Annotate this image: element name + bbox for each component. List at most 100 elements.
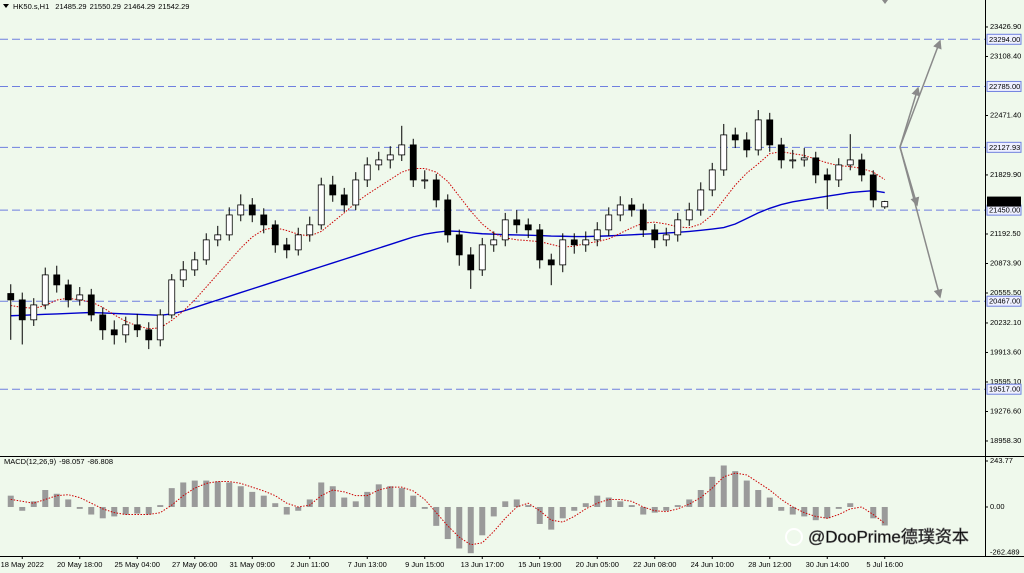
macd-bar	[306, 499, 313, 507]
macd-bar	[168, 488, 175, 507]
ohlc-high: 21550.29	[90, 2, 121, 11]
projection-arrows	[899, 39, 943, 299]
macd-bar	[180, 482, 187, 507]
macd-bar	[88, 506, 95, 515]
x-tick-label: 20 May 18:00	[57, 560, 102, 569]
macd-bar	[410, 495, 417, 507]
macd-bar	[53, 493, 60, 507]
level-label: 21450.00	[989, 206, 1020, 215]
candle-body	[340, 194, 348, 206]
projection-arrow	[899, 86, 921, 148]
candle-body	[869, 174, 877, 201]
macd-bar	[835, 506, 842, 509]
candle-body	[570, 239, 578, 246]
candle-body	[628, 204, 636, 211]
y-tick-label: 23108.40	[990, 51, 1021, 60]
macd-bar	[352, 501, 359, 507]
macd-bar	[99, 506, 106, 519]
candle-body	[421, 179, 429, 182]
level-label-box	[986, 383, 1022, 395]
candle-body	[191, 259, 199, 271]
level-label-box	[986, 141, 1022, 153]
candle-body	[823, 174, 831, 181]
level-label-box	[986, 33, 1022, 45]
macd-bar	[479, 506, 486, 536]
macd-bar	[789, 506, 796, 515]
header: HK50.s,H1 21485.29 21550.29 21464.29 21542.2…	[13, 2, 189, 11]
candle-body	[639, 209, 647, 231]
candle-body	[524, 224, 532, 231]
candle-body	[455, 234, 463, 256]
candle-body	[467, 254, 475, 271]
candle-body	[41, 274, 49, 306]
candle-body	[674, 219, 682, 236]
macd-bar	[732, 471, 739, 507]
candle-body	[708, 169, 716, 191]
macd-bar	[387, 486, 394, 507]
y-tick-label: 20232.10	[990, 318, 1021, 327]
candle-body	[777, 144, 785, 161]
macd-bar	[502, 501, 509, 507]
x-tick-label: 25 May 04:00	[115, 560, 160, 569]
macd-bar	[755, 490, 762, 507]
candle-body	[363, 164, 371, 181]
x-tick-label: 9 Jun 15:00	[405, 560, 444, 569]
y-tick-label: 22471.40	[990, 110, 1021, 119]
macd-bar	[628, 505, 635, 507]
y-tick-label: 19276.60	[990, 406, 1021, 415]
macd-bar	[525, 505, 532, 507]
macd-bar	[398, 488, 405, 507]
candle-body	[18, 299, 26, 321]
plot-layer: 23426.90 23108.40 22471.40 21829.90 21192.50…	[0, 22, 1022, 569]
candle-body	[329, 184, 337, 196]
candle-body	[593, 229, 601, 241]
level-label: 23294.00	[989, 35, 1020, 44]
macd-bar	[870, 506, 877, 519]
candle-body	[133, 324, 141, 331]
x-tick-label: 31 May 09:00	[230, 560, 275, 569]
macd-bar	[605, 497, 612, 507]
macd-bar	[30, 501, 37, 507]
candle-body	[501, 219, 509, 241]
moving-average	[10, 151, 886, 330]
candle-body	[179, 269, 187, 281]
level-label-box	[986, 295, 1022, 307]
y-tick-label: 23426.90	[990, 22, 1021, 31]
macd-bar	[801, 506, 808, 517]
x-tick-label: 30 Jun 14:00	[806, 560, 849, 569]
macd-bar	[421, 506, 428, 509]
candle-body	[559, 239, 567, 266]
macd-bar	[19, 506, 26, 511]
candle-body	[478, 244, 486, 271]
macd-bar	[651, 506, 658, 513]
y-tick-label: 20555.50	[990, 288, 1021, 297]
macd-signal	[10, 472, 886, 546]
current-price-label: 21542.29	[989, 197, 1020, 206]
candle-body	[513, 219, 521, 226]
macd-bar	[594, 495, 601, 507]
watermark-logo	[785, 528, 803, 546]
candle-body	[536, 229, 544, 261]
x-tick-label: 22 Jun 08:00	[633, 560, 676, 569]
macd-bar	[364, 491, 371, 507]
macd-header: MACD(12,26,9) -98.057 -86.808	[4, 457, 113, 466]
macd-bar	[812, 506, 819, 521]
macd-bar	[847, 503, 854, 507]
candle-body	[490, 239, 498, 246]
macd-bar	[467, 506, 474, 554]
candle-body	[30, 304, 38, 321]
candle-body	[835, 164, 843, 181]
level-label: 19517.00	[989, 385, 1020, 394]
candle-body	[168, 279, 176, 316]
macd-y-tick-label: 0.00	[990, 502, 1005, 511]
macd-bar	[824, 506, 831, 519]
macd-bar	[582, 503, 589, 507]
candle-body	[306, 224, 314, 236]
symbol: HK50.s,H1	[13, 2, 49, 11]
candle-body	[294, 234, 302, 251]
candle-body	[156, 314, 164, 341]
macd-bar	[226, 482, 233, 507]
macd-bar	[513, 499, 520, 507]
